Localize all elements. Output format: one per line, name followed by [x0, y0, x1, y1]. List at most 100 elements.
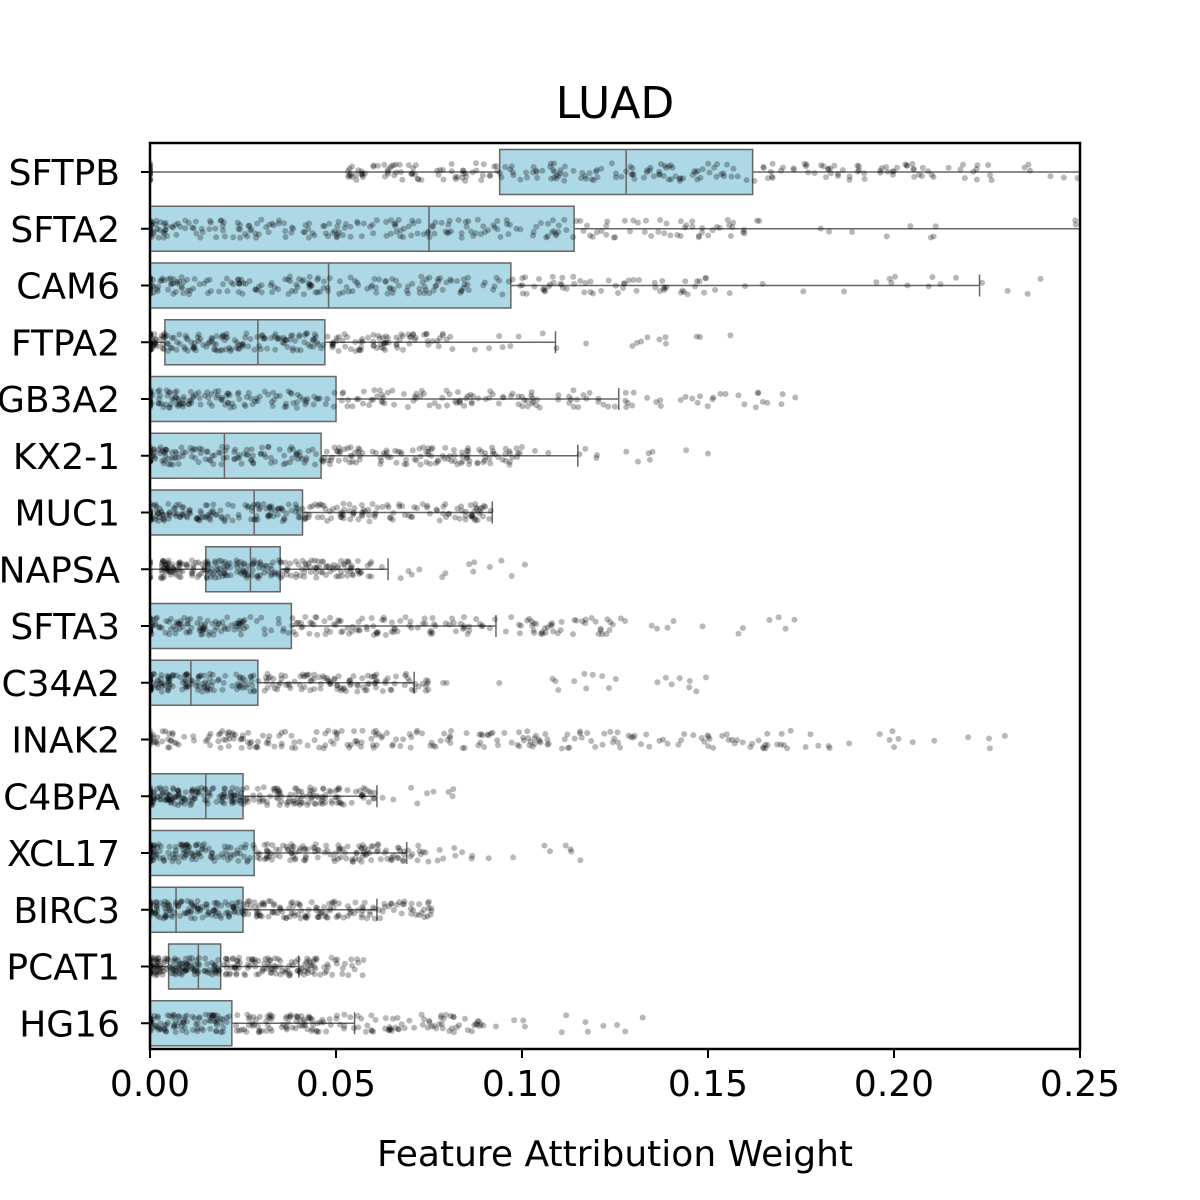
data-point [476, 510, 483, 517]
data-point [388, 619, 395, 626]
data-point [313, 339, 320, 346]
data-point [544, 736, 551, 743]
data-point [528, 392, 535, 399]
data-point [841, 288, 848, 295]
data-point [223, 1014, 230, 1021]
data-point [196, 850, 203, 857]
data-point [452, 852, 459, 859]
data-point [370, 342, 377, 349]
data-point [545, 220, 552, 227]
data-point [164, 567, 171, 574]
data-point [243, 394, 250, 401]
data-point [330, 403, 337, 410]
data-point [256, 564, 263, 571]
data-point [181, 344, 188, 351]
data-point [356, 452, 363, 459]
data-point [704, 450, 711, 457]
data-point [581, 173, 588, 180]
data-point [157, 336, 164, 343]
data-point [171, 955, 178, 962]
data-point [307, 343, 314, 350]
data-point [175, 965, 182, 972]
data-point [516, 449, 523, 456]
data-point [243, 330, 250, 337]
data-point [152, 335, 159, 342]
data-point [262, 674, 269, 681]
data-point [477, 231, 484, 238]
data-point [458, 288, 465, 295]
data-point [429, 444, 436, 451]
data-point [599, 741, 606, 748]
data-point [518, 444, 525, 451]
data-point [392, 447, 399, 454]
data-point [415, 842, 422, 849]
data-point [244, 571, 251, 578]
data-point [346, 910, 353, 917]
data-point [485, 855, 492, 862]
data-point [160, 460, 167, 467]
data-point [154, 388, 161, 395]
data-point [349, 458, 356, 465]
data-point [734, 173, 741, 180]
data-point [697, 333, 704, 340]
data-point [498, 174, 505, 181]
data-point [590, 290, 597, 297]
data-point [194, 898, 201, 905]
data-point [598, 287, 605, 294]
data-point [384, 501, 391, 508]
data-point [480, 1022, 487, 1029]
data-point [645, 450, 652, 457]
data-point [364, 285, 371, 292]
data-point [240, 560, 247, 567]
data-point [973, 176, 980, 183]
data-point [582, 445, 589, 452]
data-point [440, 176, 447, 183]
data-point [284, 343, 291, 350]
data-point [213, 798, 220, 805]
data-point [162, 219, 169, 226]
data-point [314, 514, 321, 521]
data-point [366, 512, 373, 519]
data-point [676, 177, 683, 184]
data-point [341, 224, 348, 231]
data-point [382, 1015, 389, 1022]
data-point [401, 682, 408, 689]
data-point [223, 330, 230, 337]
data-point [280, 914, 287, 921]
data-point [230, 403, 237, 410]
data-point [221, 337, 228, 344]
data-point [1074, 175, 1080, 182]
data-point [267, 562, 274, 569]
data-point [253, 617, 260, 624]
data-point [196, 955, 203, 962]
data-point [257, 450, 264, 457]
data-point [695, 234, 702, 241]
data-point [333, 234, 340, 241]
data-point [370, 162, 377, 169]
data-point [301, 459, 308, 466]
data-point [204, 567, 211, 574]
data-point [415, 218, 422, 225]
data-point [218, 334, 225, 341]
data-point [320, 458, 327, 465]
data-point [223, 346, 230, 353]
data-point [628, 171, 635, 178]
data-point [386, 284, 393, 291]
data-point [301, 684, 308, 691]
data-point [756, 217, 763, 224]
data-point [274, 686, 281, 693]
data-point [426, 290, 433, 297]
data-point [889, 171, 896, 178]
data-point [207, 509, 214, 516]
data-point [464, 393, 471, 400]
data-point [292, 501, 299, 508]
data-point [160, 575, 167, 582]
data-point [458, 230, 465, 237]
data-point [661, 284, 668, 291]
data-point [340, 500, 347, 507]
data-point [592, 168, 599, 175]
data-point [480, 282, 487, 289]
data-point [506, 458, 513, 465]
data-point [455, 217, 462, 224]
data-point [220, 679, 227, 686]
